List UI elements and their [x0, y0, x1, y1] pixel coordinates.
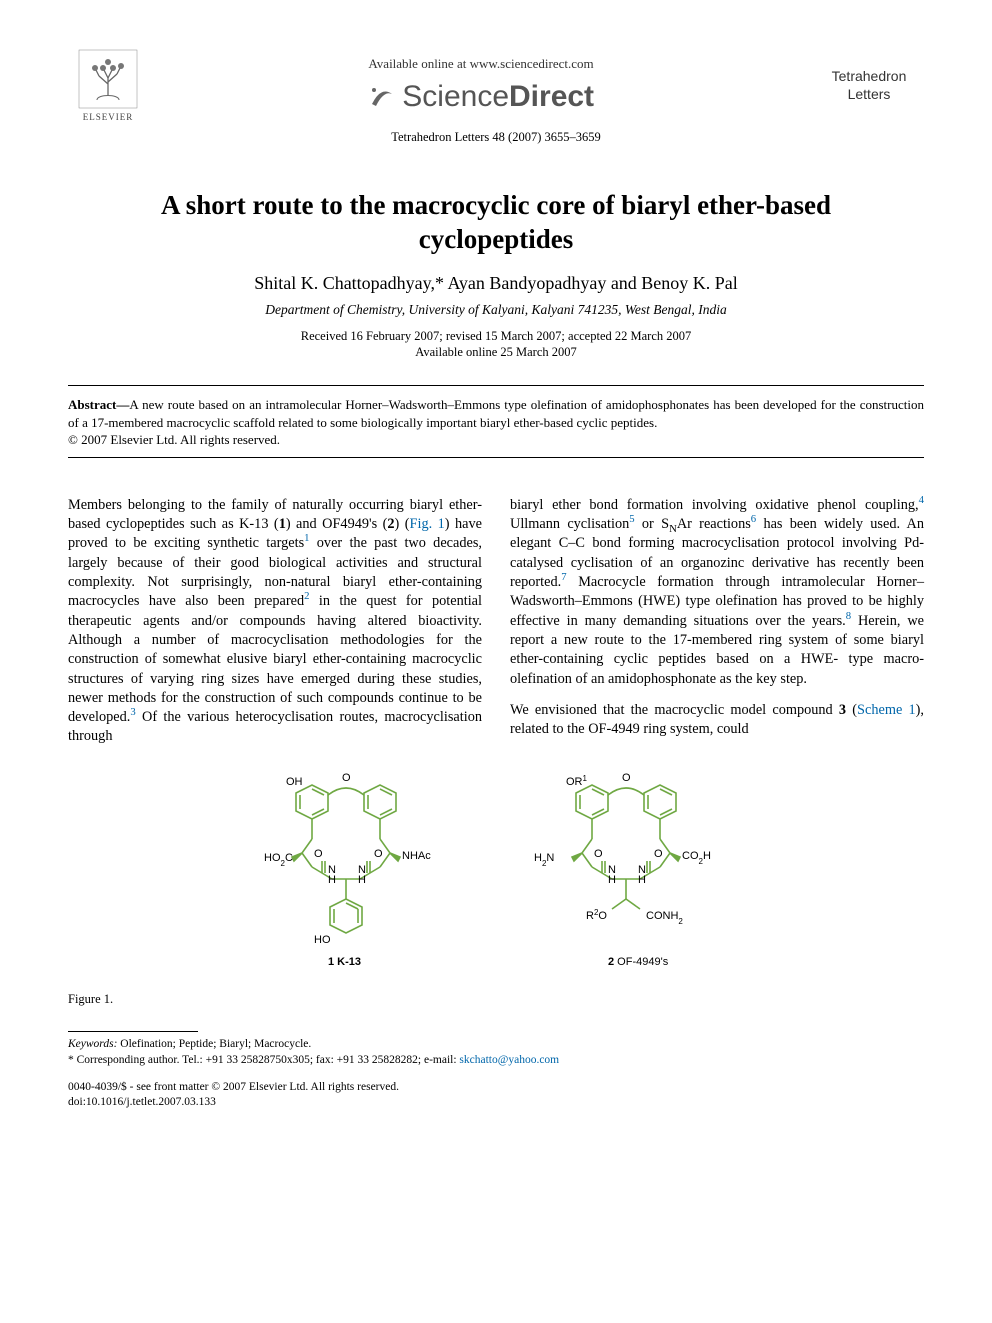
header-row: ELSEVIER Available online at www.science…	[68, 48, 924, 122]
lbl: O	[342, 772, 351, 784]
figure-1: OH O HO2C O O N H N H NHAc HO OR1 O H2N …	[68, 761, 924, 1007]
lbl: O	[654, 848, 663, 860]
elsevier-tree-icon	[77, 48, 139, 110]
sd-brand-right: Direct	[509, 80, 594, 113]
abstract-text: A new route based on an intramolecular H…	[68, 397, 924, 430]
col1-para1: Members belonging to the family of natur…	[68, 496, 482, 747]
ref-4[interactable]: 4	[919, 494, 924, 506]
corr-text: * Corresponding author. Tel.: +91 33 258…	[68, 1054, 459, 1066]
compound-2: 2	[387, 516, 394, 532]
abstract-copyright: © 2007 Elsevier Ltd. All rights reserved…	[68, 431, 924, 449]
authors-line: Shital K. Chattopadhyay,* Ayan Bandyopad…	[68, 273, 924, 294]
dates-line1: Received 16 February 2007; revised 15 Ma…	[68, 328, 924, 345]
center-header: Available online at www.sciencedirect.co…	[148, 56, 814, 114]
compound-1: 1	[279, 516, 286, 532]
lbl: OH	[286, 776, 303, 788]
figure-caption: Figure 1.	[68, 992, 924, 1007]
footer-line1: 0040-4039/$ - see front matter © 2007 El…	[68, 1080, 924, 1096]
lbl: NHAc	[402, 850, 431, 862]
citation-line: Tetrahedron Letters 48 (2007) 3655–3659	[68, 130, 924, 145]
body-columns: Members belonging to the family of natur…	[68, 496, 924, 747]
lbl: H	[638, 874, 646, 886]
footnote-rule	[68, 1031, 198, 1032]
fig-right-label: 2 OF-4949's	[608, 956, 669, 968]
author-email-link[interactable]: skchatto@yahoo.com	[459, 1054, 559, 1066]
journal-name-2: Letters	[814, 85, 924, 103]
svg-text:CO2H: CO2H	[682, 850, 711, 866]
keywords-line: Keywords: Olefination; Peptide; Biaryl; …	[68, 1036, 924, 1052]
footnotes: Keywords: Olefination; Peptide; Biaryl; …	[68, 1036, 924, 1068]
svg-text:CONH2: CONH2	[646, 910, 683, 926]
snar-sub: N	[669, 523, 677, 535]
abstract-block: Abstract—A new route based on an intramo…	[68, 386, 924, 457]
structure-k13	[292, 785, 400, 933]
lbl: H	[608, 874, 616, 886]
page-container: ELSEVIER Available online at www.science…	[0, 0, 992, 1141]
lbl: HO	[314, 934, 331, 946]
rule-bottom	[68, 457, 924, 458]
col2-para1: biaryl ether bond formation involving ox…	[510, 496, 924, 689]
article-title: A short route to the macrocyclic core of…	[86, 189, 906, 257]
dates-line2: Available online 25 March 2007	[68, 344, 924, 361]
t: Ar reactions	[677, 516, 751, 532]
keywords-label: Keywords:	[68, 1038, 117, 1050]
t: We envisioned that the macrocyclic model…	[510, 702, 839, 718]
sciencedirect-logo: ScienceDirect	[148, 80, 814, 114]
corresponding-author: * Corresponding author. Tel.: +91 33 258…	[68, 1052, 924, 1068]
scheme1-link[interactable]: Scheme 1	[857, 702, 916, 718]
footer-meta: 0040-4039/$ - see front matter © 2007 El…	[68, 1080, 924, 1111]
svg-text:OR1: OR1	[566, 773, 588, 788]
elsevier-logo: ELSEVIER	[68, 48, 148, 122]
svg-text:HO2C: HO2C	[264, 852, 293, 868]
lbl: O	[622, 772, 631, 784]
lbl: O	[594, 848, 603, 860]
t: ) and OF4949's (	[286, 516, 388, 532]
journal-name-1: Tetrahedron	[814, 67, 924, 85]
column-left: Members belonging to the family of natur…	[68, 496, 482, 747]
column-right: biaryl ether bond formation involving ox…	[510, 496, 924, 747]
col2-para2: We envisioned that the macrocyclic model…	[510, 701, 924, 740]
keywords-text: Olefination; Peptide; Biaryl; Macrocycle…	[117, 1038, 311, 1050]
svg-text:H2N: H2N	[534, 852, 554, 868]
abstract-label: Abstract—	[68, 397, 129, 412]
fig-left-label: 1 K-13	[328, 956, 361, 968]
sd-brand-left: Science	[402, 80, 509, 113]
compound-3: 3	[839, 702, 846, 718]
lbl: O	[314, 848, 323, 860]
lbl: H	[328, 874, 336, 886]
lbl: O	[374, 848, 383, 860]
affiliation: Department of Chemistry, University of K…	[68, 302, 924, 318]
fig1-link[interactable]: Fig. 1	[410, 516, 445, 532]
sd-swoosh-icon	[368, 84, 394, 110]
journal-box: Tetrahedron Letters	[814, 67, 924, 103]
lbl: H	[358, 874, 366, 886]
structure-of4949	[572, 785, 680, 909]
footer-line2: doi:10.1016/j.tetlet.2007.03.133	[68, 1095, 924, 1111]
date-block: Received 16 February 2007; revised 15 Ma…	[68, 328, 924, 362]
t: ) (	[395, 516, 410, 532]
chemical-structures-svg: OH O HO2C O O N H N H NHAc HO OR1 O H2N …	[216, 761, 776, 981]
svg-text:R2O: R2O	[586, 907, 607, 922]
t: biaryl ether bond formation involving ox…	[510, 497, 919, 513]
t: Ullmann cyclisation	[510, 516, 629, 532]
elsevier-text: ELSEVIER	[68, 112, 148, 122]
t: in the quest for potential therapeutic a…	[68, 593, 482, 725]
t: or S	[635, 516, 669, 532]
available-online-text: Available online at www.sciencedirect.co…	[148, 56, 814, 72]
